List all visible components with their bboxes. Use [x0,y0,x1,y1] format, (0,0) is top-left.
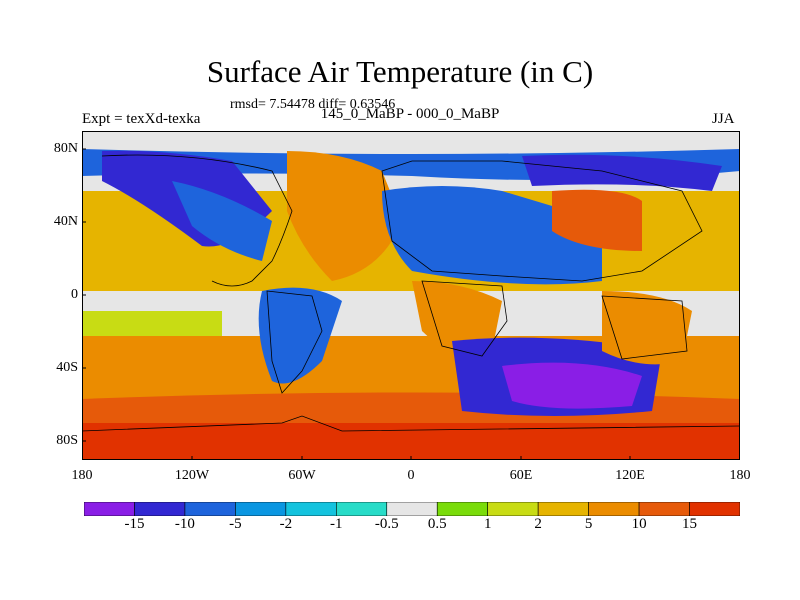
colorbar-label: -15 [124,516,145,532]
x-label-120e: 120E [615,468,645,483]
colorbar-label: -1 [330,516,343,532]
x-label-120w: 120W [174,468,210,483]
x-label-180e: 180 [729,468,751,483]
coast-africa [421,280,508,357]
colorbar-label: -2 [279,516,293,532]
coast-eurasia [381,160,703,282]
colorbar-label: 10 [631,516,647,532]
season-label: JJA [712,111,735,127]
field-siberia-cold [522,154,722,191]
field-band-tropic-green [82,311,222,336]
colorbar-label: -5 [229,516,242,532]
y-label-80n: 80N [53,141,78,156]
field-asia-warm [552,189,642,251]
colorbar-swatch [386,502,438,516]
colorbar-swatch [134,502,186,516]
field-nam-warm [287,151,402,281]
x-label-0: 0 [407,468,415,483]
colorbar [84,502,740,516]
colorbar-swatch [487,502,539,516]
y-label-40s: 40S [56,360,78,375]
coast-antarctica [82,415,740,432]
x-label-60w: 60W [288,468,316,483]
map-title: Surface Air Temperature (in C) [206,54,594,89]
colorbar-swatch [638,502,690,516]
field-eurasia-blue [382,186,602,285]
field-southern-coldest [502,362,642,409]
field-arctic-neutral [82,136,740,154]
coast-north-america [101,154,293,287]
y-label-eq: 0 [71,287,78,302]
colorbar-label: 1 [483,516,492,532]
period-label: 145_0_MaBP - 000_0_MaBP [320,106,500,122]
colorbar-swatch [84,502,135,516]
colorbar-label: 15 [682,516,698,532]
field-asia-yellow [642,201,702,271]
colorbar-label: 0.5 [427,516,447,532]
x-label-60e: 60E [509,468,533,483]
colorbar-swatch [336,502,388,516]
colorbar-swatch [689,502,740,516]
field-na-blue [172,181,272,261]
temperature-map [82,131,740,460]
colorbar-swatch [235,502,287,516]
field-australia-warm [602,291,692,365]
y-label-80s: 80S [56,433,78,448]
colorbar-swatch [436,502,488,516]
colorbar-label: -10 [174,516,195,532]
colorbar-swatch [184,502,236,516]
colorbar-swatch [537,502,589,516]
y-label-40n: 40N [53,214,78,229]
colorbar-label: 2 [534,516,542,532]
axis-ticks [82,148,631,460]
colorbar-label: 5 [584,516,593,532]
experiment-label: Expt = texXd-texka [82,111,201,127]
coast-australia [601,295,688,360]
colorbar-swatch [588,502,640,516]
coast-south-america [266,290,323,394]
field-sam-blue [258,287,342,384]
colorbar-label: -0.5 [374,516,399,532]
colorbar-swatch [285,502,337,516]
field-africa-warm [412,281,502,354]
x-label-180w: 180 [71,468,93,483]
stats-text: rmsd= 7.54478 diff= 0.63546 [230,97,396,112]
